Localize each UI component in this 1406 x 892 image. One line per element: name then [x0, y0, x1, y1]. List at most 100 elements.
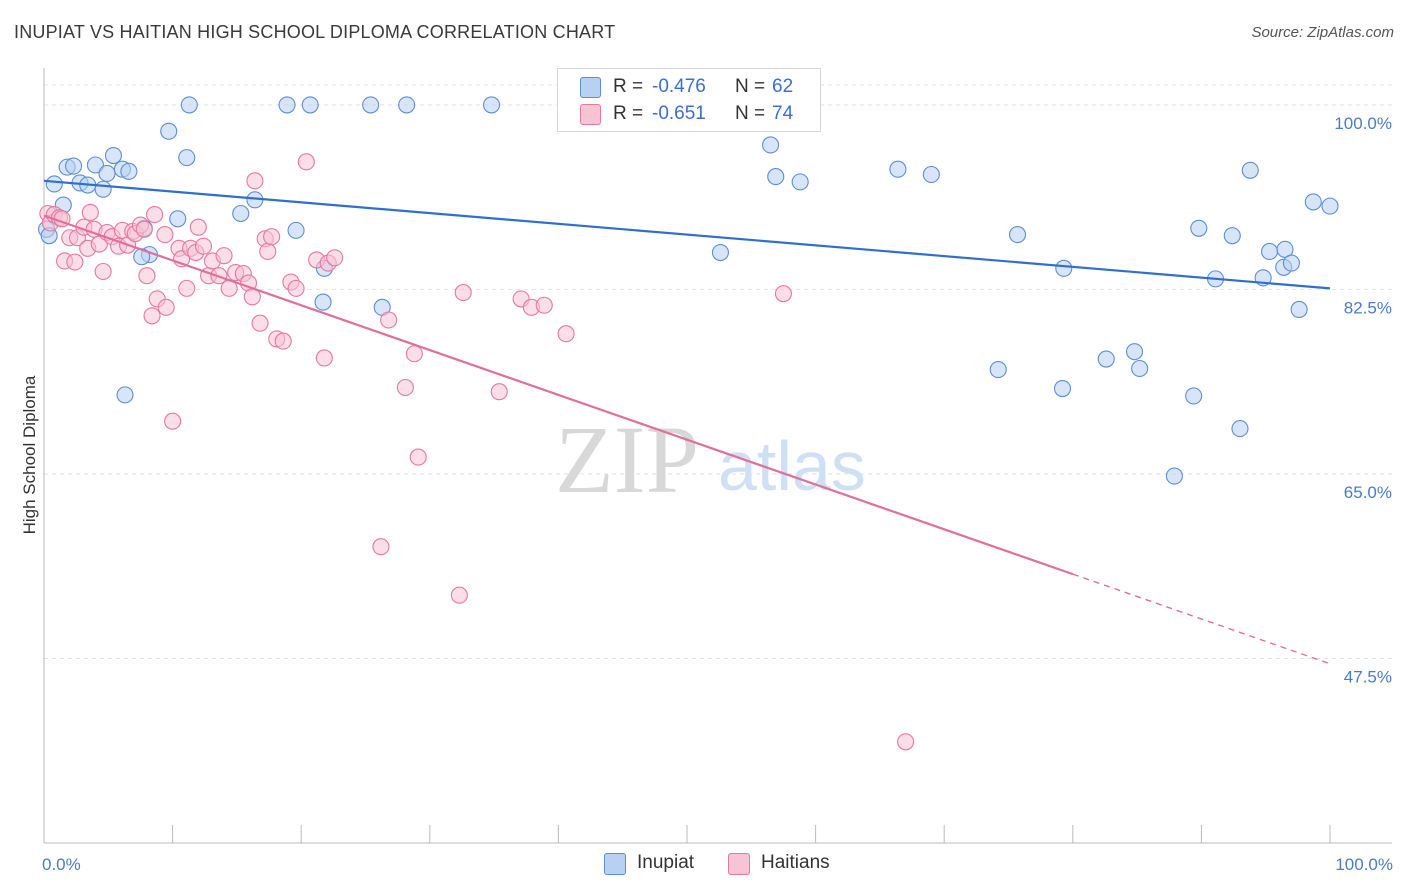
r-label: R = — [613, 103, 644, 124]
inupiat-point — [314, 293, 332, 311]
inupiat-point — [278, 96, 296, 114]
inupiat-point — [98, 164, 116, 182]
inupiat-point — [1055, 259, 1073, 277]
haitian-trend-extension — [1072, 573, 1331, 665]
haitian-point — [66, 253, 84, 271]
y-tick-label: 47.5% — [1344, 667, 1392, 686]
haitian-point — [146, 206, 164, 224]
haitian-point — [897, 733, 915, 751]
r-value: -0.476 — [652, 76, 706, 97]
inupiat-point — [180, 96, 198, 114]
inupiat-point — [1290, 300, 1308, 319]
haitians-swatch — [580, 104, 601, 125]
haitian-point — [774, 285, 793, 303]
r-value: -0.651 — [652, 103, 706, 124]
inupiat-swatch — [604, 853, 626, 875]
inupiat-point — [1125, 343, 1144, 361]
inupiat-point — [1165, 467, 1183, 485]
inupiat-point — [1223, 227, 1241, 245]
haitian-point — [535, 296, 553, 314]
haitian-point — [164, 412, 182, 430]
inupiat-point — [120, 162, 138, 180]
n-value: 62 — [772, 76, 794, 97]
tick-labels: 100.0% 82.5% 65.0% 47.5% 0.0% 100.0% — [42, 114, 1393, 874]
n-value: 74 — [772, 103, 794, 124]
stats-legend: R = -0.476 N = 62 R = -0.651 N = 74 — [557, 68, 821, 132]
inupiat-point — [160, 122, 178, 140]
haitian-point — [396, 378, 414, 397]
n-label: N = — [735, 103, 766, 124]
haitian-point — [263, 228, 281, 246]
grid-lines — [44, 84, 1392, 659]
watermark-zip: ZIP — [555, 406, 699, 513]
inupiat-point — [762, 136, 780, 154]
y-tick-label: 100.0% — [1334, 114, 1392, 133]
haitian-trend-line — [43, 214, 1074, 576]
inupiat-point — [178, 149, 196, 167]
inupiat-point — [301, 96, 319, 114]
inupiat-point — [362, 96, 380, 114]
inupiat-point — [232, 204, 250, 223]
haitian-point — [297, 153, 315, 171]
haitian-point — [274, 332, 292, 350]
haitian-point — [215, 247, 233, 265]
watermark: ZIP atlas — [555, 406, 866, 513]
haitian-point — [246, 172, 264, 190]
x-tick-label: 0.0% — [42, 855, 81, 874]
x-tick-label: 100.0% — [1335, 855, 1393, 874]
haitian-point — [287, 279, 305, 297]
inupiat-point — [889, 160, 907, 178]
watermark-atlas: atlas — [718, 427, 866, 505]
inupiat-point — [86, 156, 104, 174]
haitian-point — [157, 298, 175, 316]
inupiat-point — [1097, 350, 1115, 368]
inupiat-point — [45, 175, 63, 193]
y-axis-label: High School Diploma — [20, 375, 39, 534]
inupiat-point — [398, 96, 416, 114]
inupiat-point — [1131, 359, 1149, 378]
inupiat-point — [791, 173, 809, 191]
inupiat-point — [989, 361, 1007, 379]
inupiat-point — [1053, 379, 1072, 398]
haitian-point — [135, 220, 153, 238]
inupiat-trend-line — [43, 179, 1331, 290]
legend-label-haitians: Haitians — [761, 852, 830, 873]
haitian-point — [143, 307, 161, 325]
axes — [43, 68, 1392, 844]
haitian-point — [94, 262, 112, 281]
haitian-point — [557, 325, 575, 343]
inupiat-point — [287, 221, 305, 239]
inupiat-point — [65, 157, 83, 175]
haitian-point — [189, 218, 207, 236]
inupiat-point — [1241, 161, 1259, 179]
inupiat-point — [169, 210, 187, 228]
source-credit: Source: ZipAtlas.com — [1251, 24, 1394, 41]
y-tick-label: 65.0% — [1344, 483, 1392, 502]
haitian-point — [156, 226, 174, 244]
haitian-point — [490, 383, 508, 401]
inupiat-point — [104, 146, 122, 165]
haitian-point — [178, 279, 196, 297]
inupiat-point — [482, 96, 501, 114]
y-tick-label: 82.5% — [1344, 298, 1392, 317]
haitian-point — [450, 586, 468, 604]
haitian-point — [315, 349, 333, 367]
haitian-point — [454, 284, 472, 302]
haitian-point — [409, 448, 427, 466]
trend-lines — [43, 179, 1331, 665]
inupiat-point — [711, 243, 729, 262]
inupiat-point — [767, 168, 785, 186]
inupiat-point — [1304, 193, 1322, 211]
haitian-point — [326, 249, 344, 267]
inupiat-point — [1190, 219, 1208, 237]
legend-label-inupiat: Inupiat — [637, 852, 695, 873]
inupiat-point — [1276, 240, 1294, 258]
inupiat-point — [116, 386, 134, 404]
r-label: R = — [613, 76, 644, 97]
haitian-point — [251, 314, 269, 332]
inupiat-point — [922, 165, 940, 184]
inupiat-point — [1282, 254, 1300, 272]
inupiat-point — [1321, 197, 1339, 215]
haitian-point — [138, 267, 156, 285]
